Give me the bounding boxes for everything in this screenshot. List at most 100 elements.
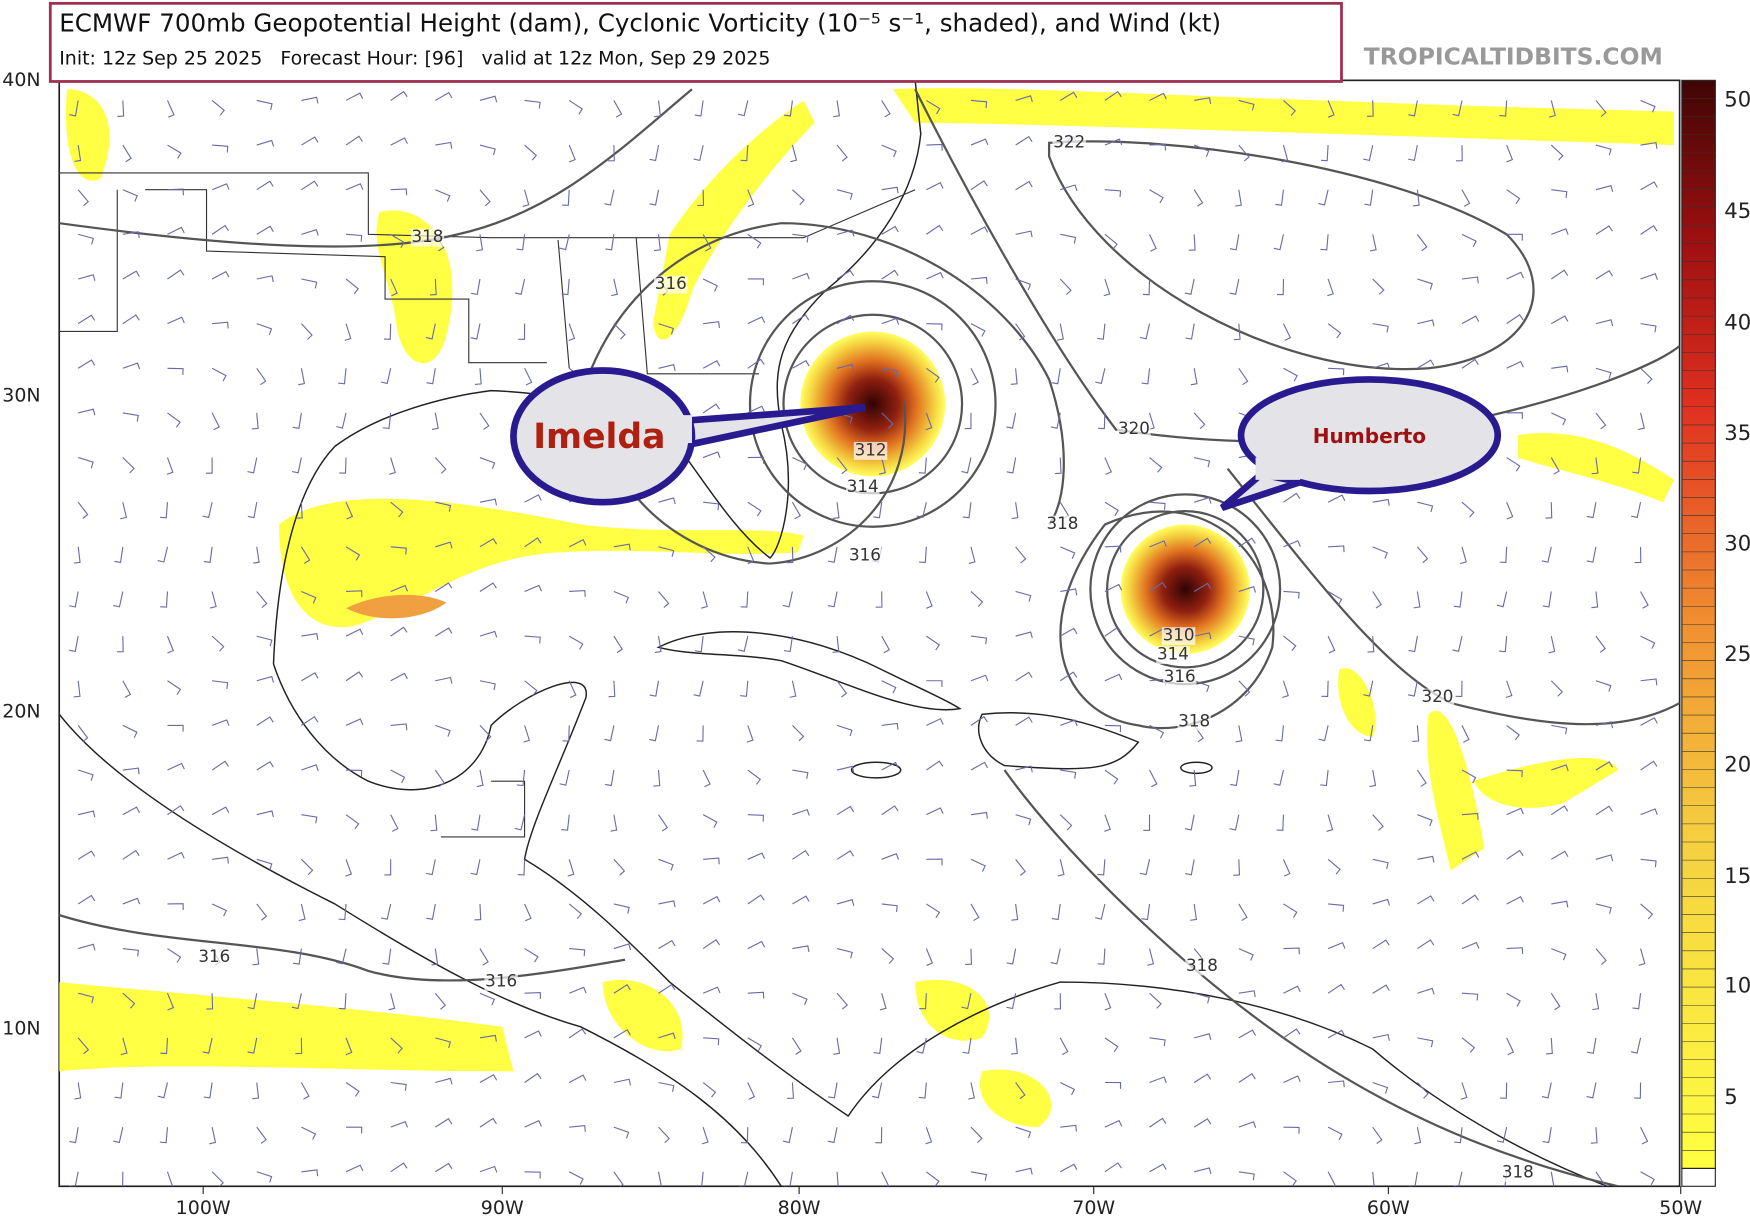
wind-barb xyxy=(1010,368,1018,385)
wind-barb xyxy=(471,814,481,831)
wind-barbs xyxy=(68,90,1658,1187)
wind-barb xyxy=(1238,903,1248,922)
wind-barb xyxy=(1283,1075,1301,1084)
wind-barb xyxy=(1640,323,1657,333)
contour-label-bg xyxy=(853,441,888,460)
wind-barb xyxy=(301,1126,317,1140)
wind-barb xyxy=(881,680,897,694)
wind-barb xyxy=(524,1072,542,1083)
wind-barb xyxy=(476,234,484,252)
wind-barb xyxy=(345,546,361,561)
wind-barb xyxy=(1233,323,1241,341)
wind-barb xyxy=(649,144,660,162)
wind-barb xyxy=(1273,234,1284,251)
wind-barb xyxy=(1461,315,1480,325)
wind-barb xyxy=(658,900,676,908)
wind-barb xyxy=(1149,581,1167,592)
wind-barb xyxy=(968,1082,975,1100)
wind-barb xyxy=(747,456,765,464)
wind-barb xyxy=(926,680,943,687)
wind-barb xyxy=(1551,948,1567,961)
wind-barb xyxy=(256,225,274,235)
wind-barb xyxy=(1551,850,1569,860)
wind-barb xyxy=(1417,501,1434,513)
wind-barb xyxy=(1640,808,1658,816)
wind-barb xyxy=(251,412,259,430)
wind-barb xyxy=(702,1082,717,1098)
wind-barb xyxy=(658,591,670,608)
wind-barb xyxy=(1327,323,1342,339)
wind-barb xyxy=(1184,814,1195,831)
wind-barb xyxy=(832,502,840,520)
wind-barb xyxy=(1194,97,1212,104)
wind-barb xyxy=(1506,271,1525,280)
wind-barb xyxy=(256,275,274,283)
wind-barb xyxy=(345,671,363,682)
wind-barb xyxy=(1586,1082,1597,1099)
wind-barb xyxy=(568,144,576,163)
wind-barb xyxy=(1015,278,1032,291)
wind-barb xyxy=(1104,457,1112,475)
wind-barb xyxy=(1640,1126,1649,1145)
wind-barb xyxy=(738,1171,749,1187)
wind-barb xyxy=(568,1074,587,1083)
wind-barb xyxy=(470,323,481,340)
wind-barb xyxy=(1015,180,1033,191)
wind-barb xyxy=(524,903,532,922)
contour-label: 316 xyxy=(1164,666,1196,686)
colorbar-label: 40 xyxy=(1724,310,1750,335)
wind-barb xyxy=(747,278,764,286)
wind-barb xyxy=(1640,1171,1655,1186)
wind-barb xyxy=(1551,228,1569,235)
wind-barb xyxy=(741,1127,749,1144)
wind-barb xyxy=(479,412,490,430)
wind-barb xyxy=(1496,1127,1508,1143)
wind-barb xyxy=(1372,1033,1390,1041)
wind-barb xyxy=(1416,546,1429,564)
wind-barb xyxy=(1372,1126,1383,1144)
wind-barb xyxy=(881,635,891,654)
wind-barb xyxy=(382,412,392,430)
wind-barb xyxy=(345,718,364,726)
lat-label: 10N xyxy=(2,1017,40,1039)
wind-barb xyxy=(1104,1162,1122,1173)
wind-barb xyxy=(561,814,570,831)
wind-barb xyxy=(479,948,489,966)
wind-barb xyxy=(1283,540,1301,548)
wind-barb xyxy=(1276,278,1285,296)
wind-barb xyxy=(1050,412,1061,429)
wind-barb xyxy=(657,1171,662,1187)
wind-barb xyxy=(1595,1171,1606,1187)
wind-barb xyxy=(203,1082,213,1099)
wind-barb xyxy=(613,323,626,340)
wind-barb xyxy=(1054,993,1062,1010)
wind-barb xyxy=(649,189,660,206)
wind-barb xyxy=(435,724,451,737)
wind-barb xyxy=(1506,807,1524,816)
wind-barb xyxy=(1327,858,1341,875)
wind-barb xyxy=(167,269,185,280)
wind-barb xyxy=(122,144,132,163)
wind-barb xyxy=(1366,100,1374,117)
wind-barb xyxy=(926,858,943,866)
wind-barb xyxy=(1015,135,1033,146)
wind-barb xyxy=(256,591,268,608)
wind-barb xyxy=(301,590,317,604)
wind-barb xyxy=(613,1078,632,1086)
wind-barb xyxy=(345,814,360,830)
wind-barb xyxy=(1054,457,1062,475)
wind-barb xyxy=(345,92,364,101)
wind-barb xyxy=(1006,948,1017,965)
contour-label-bg xyxy=(410,228,445,247)
map-body xyxy=(59,80,1680,1187)
wind-barb xyxy=(881,761,899,771)
wind-barb xyxy=(1318,189,1329,206)
lon-label: 60W xyxy=(1367,1197,1410,1219)
wind-barb xyxy=(926,903,941,918)
wind-barb xyxy=(1640,903,1654,920)
wind-barb xyxy=(828,1082,838,1099)
wind-barb xyxy=(916,1037,927,1054)
wind-barb xyxy=(1283,100,1296,116)
wind-barb xyxy=(1417,1037,1434,1048)
wind-barb xyxy=(1095,903,1106,920)
